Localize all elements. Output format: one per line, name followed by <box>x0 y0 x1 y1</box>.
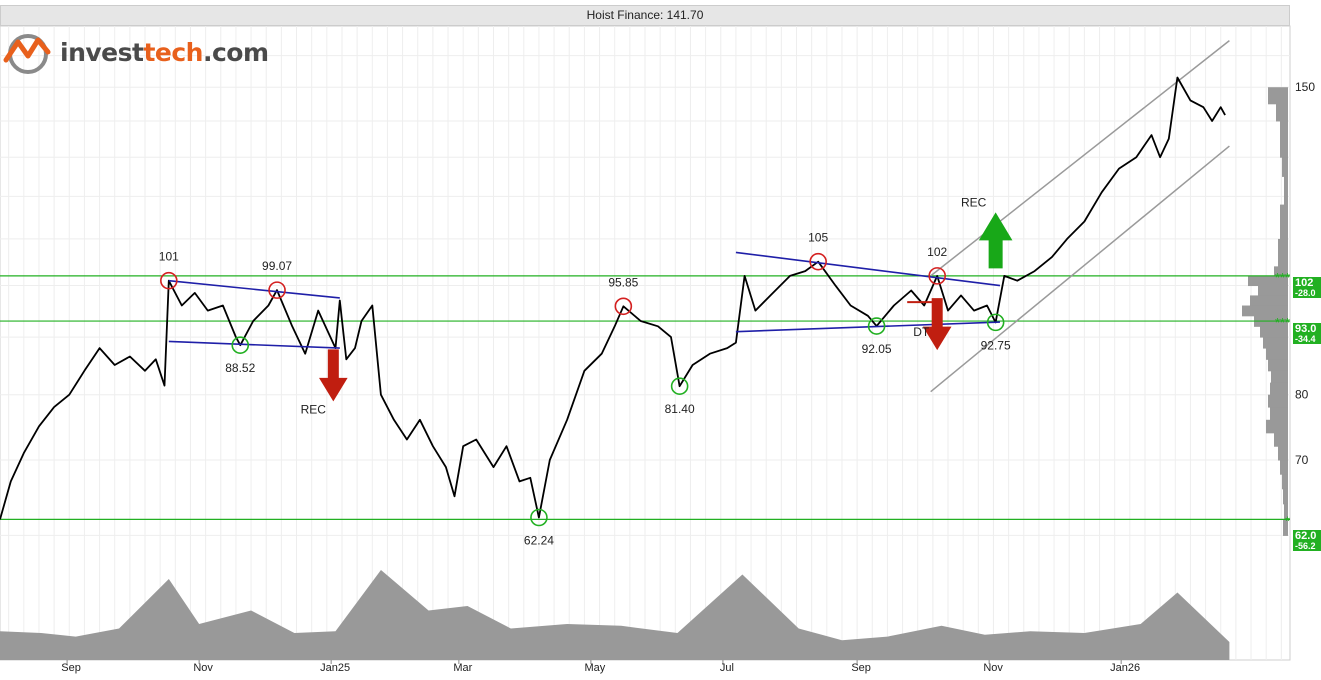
volume-profile-bar <box>1266 419 1288 434</box>
peak-marker <box>614 297 633 316</box>
signal-label: REC <box>961 195 987 209</box>
level-badge-102: 102 -28.0 <box>1293 277 1321 298</box>
x-tick-label: Sep <box>851 662 871 674</box>
trend-line-resistance <box>168 279 340 299</box>
trough-label: 81.40 <box>665 402 695 416</box>
volume-profile-bar <box>1270 382 1288 396</box>
signal-label: DT <box>913 325 930 339</box>
peak-marker <box>809 252 827 271</box>
x-tick-label: May <box>584 662 605 674</box>
peak-label: 102 <box>927 245 947 259</box>
trend-line-resistance <box>735 251 1001 287</box>
volume-profile-bar <box>1268 359 1288 372</box>
trend-line-support <box>168 340 340 349</box>
volume-area <box>0 570 1230 660</box>
volume-profile-bar <box>1283 488 1288 505</box>
volume-profile-bar <box>1283 519 1288 536</box>
buy-signal-arrow <box>978 212 1013 269</box>
sell-signal-arrow <box>922 298 952 351</box>
x-tick-label: Sep <box>61 662 81 674</box>
trough-label: 88.52 <box>225 361 255 375</box>
volume-profile-bar <box>1258 285 1288 296</box>
price-line <box>0 76 1226 520</box>
trough-label: 92.05 <box>862 342 892 356</box>
x-tick-label: Nov <box>983 662 1003 674</box>
level-badge-93: 93.0 -34.4 <box>1293 323 1321 344</box>
volume-profile-bar <box>1280 204 1288 240</box>
volume-profile-bar <box>1268 87 1288 105</box>
volume-profile-bar <box>1276 103 1288 122</box>
peak-label: 99.07 <box>262 259 292 273</box>
sell-arrow-shape <box>922 298 952 351</box>
volume-profile-bar <box>1271 370 1288 384</box>
sell-arrow-shape <box>319 349 348 402</box>
volume-profile-bar <box>1242 305 1288 317</box>
trough-marker <box>670 377 689 396</box>
trough-marker <box>231 336 250 354</box>
peak-label: 95.85 <box>608 275 638 289</box>
x-tick-label: Nov <box>193 662 213 674</box>
peak-marker <box>268 281 286 299</box>
volume-profile-bar <box>1268 394 1288 408</box>
sell-signal-arrow <box>319 349 348 402</box>
logo-icon <box>3 34 51 74</box>
x-tick-label: Mar <box>453 662 472 674</box>
investtech-logo: investtech.com <box>2 30 269 74</box>
volume-profile-bar <box>1280 120 1288 158</box>
peak-label: 101 <box>159 250 179 264</box>
level-badge-62: 62.0 -56.2 <box>1293 530 1321 551</box>
volume-profile-bar <box>1266 348 1288 360</box>
volume-profile-bar <box>1282 157 1288 177</box>
volume-profile-bar <box>1282 474 1288 490</box>
trough-marker <box>986 313 1005 332</box>
y-tick-label: 150 <box>1295 80 1315 94</box>
volume-profile-bar <box>1278 238 1288 267</box>
level-stars: * <box>1285 513 1290 528</box>
volume-profile-bar <box>1274 266 1288 277</box>
volume-profile-bar <box>1280 460 1288 475</box>
volume-profile-bar <box>1270 407 1288 421</box>
peak-label: 105 <box>808 231 828 245</box>
x-tick-label: Jan26 <box>1110 662 1140 674</box>
y-tick-label: 70 <box>1295 453 1309 467</box>
trough-label: 62.24 <box>524 533 554 547</box>
volume-profile-bar <box>1284 176 1288 206</box>
trend-channel-line <box>930 145 1230 393</box>
level-stars: *** <box>1275 270 1290 285</box>
volume-profile-bar <box>1260 326 1288 338</box>
x-tick-label: Jul <box>720 662 734 674</box>
signal-label: REC <box>301 402 327 416</box>
trough-marker <box>530 508 548 527</box>
volume-profile-bar <box>1274 432 1288 447</box>
level-stars: *** <box>1275 315 1290 330</box>
chart-title: Hoist Finance: 141.70 <box>0 5 1290 26</box>
volume-profile-bar <box>1248 275 1288 287</box>
volume-profile-bar <box>1263 337 1288 349</box>
volume-profile-bar <box>1250 295 1288 307</box>
volume-profile-bar <box>1278 446 1288 461</box>
trough-label: 92.75 <box>981 338 1011 352</box>
y-tick-label: 80 <box>1295 388 1309 402</box>
x-tick-label: Jan25 <box>320 662 350 674</box>
logo-text: investtech.com <box>60 37 269 67</box>
peak-marker <box>160 271 178 290</box>
volume-profile-bar <box>1284 503 1288 520</box>
trough-marker <box>867 317 886 335</box>
peak-marker <box>928 267 946 285</box>
